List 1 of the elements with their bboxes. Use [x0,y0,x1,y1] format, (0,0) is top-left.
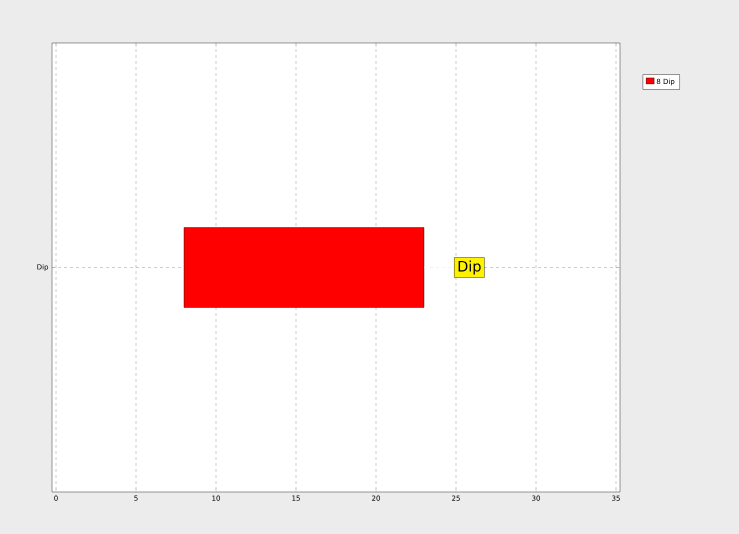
annotation: Dip [458,260,481,274]
